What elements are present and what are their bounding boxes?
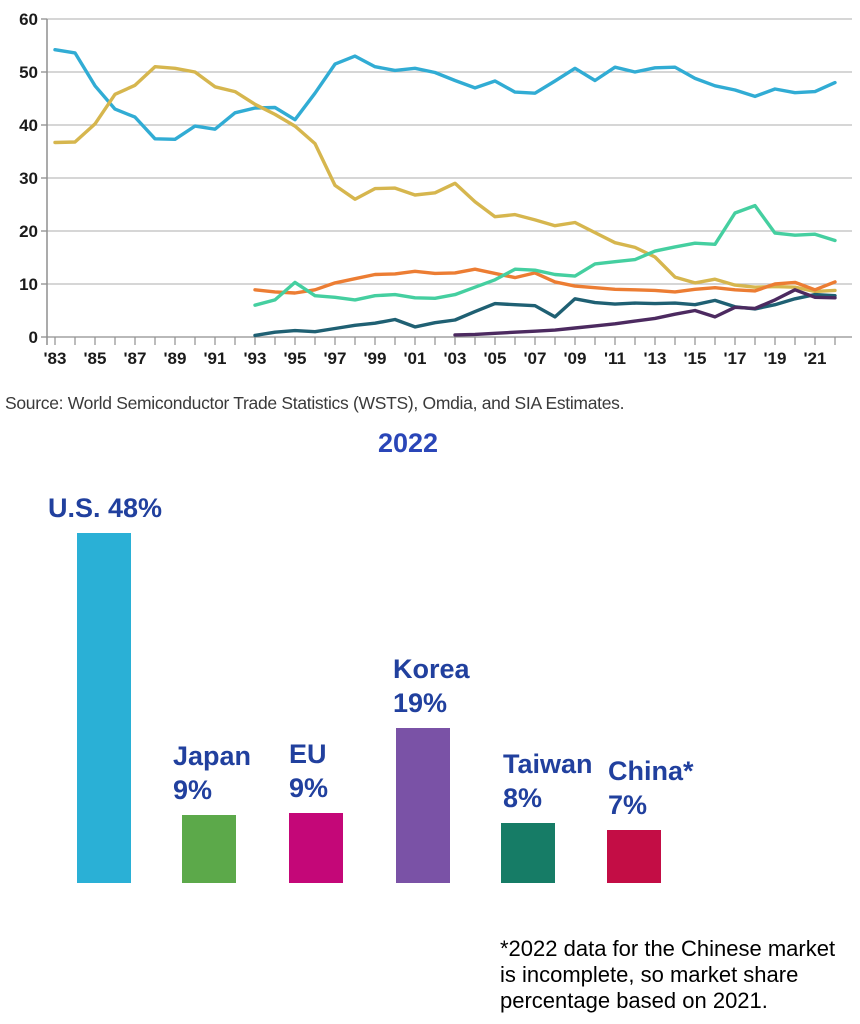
x-tick-label: '21 [804,349,827,368]
y-tick-label: 60 [19,10,38,29]
bar-chart-title: 2022 [377,428,439,458]
y-tick-label: 30 [19,169,38,188]
y-tick-label: 50 [19,63,38,82]
x-tick-label: '89 [164,349,187,368]
x-tick-label: '19 [764,349,787,368]
bar-label-korea: Korea 19% [393,654,470,718]
bar-label-taiwan: Taiwan 8% [503,749,593,813]
bar-label-china: China* 7% [608,756,694,820]
market-share-line-chart: 0 10 20 30 40 50 60 '83 '85 '87 '89 '91 '93 '95 '97 '99… [19,10,852,368]
source-note: Source: World Semiconductor Trade Statis… [5,393,625,413]
y-tick-label: 40 [19,116,38,135]
line-europe [253,267,837,295]
bar-label-japan: Japan 9% [173,741,252,805]
line-united-states [53,48,837,142]
x-tick-label: '05 [484,349,507,368]
x-tick-label: '95 [284,349,307,368]
bar-korea [396,728,450,883]
bar-label-eu: EU 9% [289,739,329,803]
line-japan [53,64,837,294]
x-tick-label: '87 [124,349,147,368]
x-tick-label: '97 [324,349,347,368]
y-tick-label: 10 [19,275,38,294]
x-tick-label: '07 [524,349,547,368]
y-tick-label: 20 [19,222,38,241]
x-tick-label: '17 [724,349,747,368]
x-tick-label: '03 [444,349,467,368]
x-tick-label: '11 [604,349,626,368]
x-tick-label: '01 [404,349,427,368]
x-tick-label: '09 [564,349,587,368]
bar-china [607,830,661,883]
bar-taiwan [501,823,555,883]
china-footnote: *2022 data for the Chinese market is inc… [500,936,836,1013]
bar-us [77,533,131,883]
bar-eu [289,813,343,883]
bar-label-us: U.S. 48% [48,493,163,523]
y-tick-label: 0 [29,328,38,347]
x-tick-label: '83 [44,349,67,368]
bar-japan [182,815,236,883]
x-tick-label: '15 [684,349,707,368]
x-tick-label: '13 [644,349,667,368]
line-china [453,288,837,337]
x-tick-label: '91 [204,349,227,368]
x-tick-label: '85 [84,349,107,368]
x-tick-label: '93 [244,349,267,368]
x-tick-label: '99 [364,349,387,368]
line-korea [253,203,837,307]
